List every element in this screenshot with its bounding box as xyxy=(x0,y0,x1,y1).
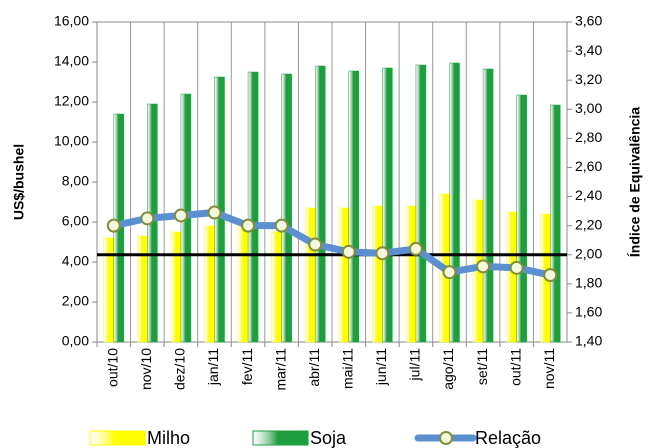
bar xyxy=(516,94,527,343)
y-tick-label: 14,00 xyxy=(54,53,89,69)
line-marker xyxy=(375,246,390,261)
y-tick-label: 12,00 xyxy=(54,93,89,109)
y2-tick-label: 3,40 xyxy=(575,42,602,58)
y2-tick-label: 1,80 xyxy=(575,275,602,291)
x-tick-label: mai/11 xyxy=(339,348,355,389)
bar xyxy=(137,235,148,343)
y-tick-label: 0,00 xyxy=(62,333,89,349)
bar xyxy=(247,71,259,343)
y-axis-title: US$/bushel xyxy=(11,144,27,220)
bar xyxy=(237,223,249,343)
line-marker xyxy=(509,260,524,275)
y2-tick-label: 2,20 xyxy=(575,216,602,232)
legend-swatch xyxy=(89,430,146,446)
x-tick-label: abr/11 xyxy=(306,348,322,387)
line-marker xyxy=(140,211,155,226)
y-tick-label: 8,00 xyxy=(62,173,89,189)
bar xyxy=(405,205,417,343)
y-tick-label: 4,00 xyxy=(62,253,89,269)
bar xyxy=(415,64,427,343)
line-marker xyxy=(274,218,289,233)
legend-label: Soja xyxy=(310,428,347,448)
x-tick-label: nov/10 xyxy=(138,348,154,390)
x-tick-label: ago/11 xyxy=(440,348,456,390)
y2-axis-title: Índice de Equivalência xyxy=(627,107,643,257)
line-marker xyxy=(308,237,323,252)
x-tick-label: set/11 xyxy=(474,348,490,385)
y2-tick-label: 3,60 xyxy=(575,13,602,29)
x-tick-label: jul/11 xyxy=(407,348,423,382)
y2-tick-label: 3,00 xyxy=(575,100,602,116)
bar xyxy=(506,211,517,343)
x-tick-label: mar/11 xyxy=(272,348,288,391)
x-tick-label: out/11 xyxy=(507,348,523,386)
bar xyxy=(314,65,326,343)
y2-tick-label: 2,60 xyxy=(575,158,602,174)
y2-tick-label: 2,80 xyxy=(575,129,602,145)
bar xyxy=(372,205,383,343)
bar xyxy=(304,207,316,343)
bar xyxy=(482,68,494,343)
y2-tick-label: 2,40 xyxy=(575,187,602,203)
x-tick-label: jun/11 xyxy=(373,348,389,386)
y2-tick-label: 2,00 xyxy=(575,245,602,261)
line-marker xyxy=(408,241,423,256)
x-tick-label: dez/10 xyxy=(172,348,188,390)
legend-label: Relação xyxy=(475,428,541,448)
bar xyxy=(449,62,460,343)
line-marker xyxy=(341,244,356,259)
y-tick-label: 6,00 xyxy=(62,213,89,229)
line-marker xyxy=(106,218,121,233)
x-tick-label: jan/11 xyxy=(205,348,221,386)
y-tick-label: 2,00 xyxy=(62,293,89,309)
y-tick-label: 10,00 xyxy=(54,133,89,149)
line-marker xyxy=(241,218,256,233)
legend-marker xyxy=(439,431,453,445)
y2-tick-label: 3,20 xyxy=(575,71,602,87)
bar xyxy=(549,104,561,343)
x-tick-label: out/10 xyxy=(104,348,120,387)
bar xyxy=(338,207,350,343)
bar xyxy=(382,67,393,343)
y-tick-label: 16,00 xyxy=(54,13,89,29)
line-marker xyxy=(173,208,188,223)
bar xyxy=(204,225,215,343)
line-marker xyxy=(207,205,222,220)
x-tick-label: fev/11 xyxy=(239,348,255,385)
bar xyxy=(281,73,292,343)
y2-tick-label: 1,60 xyxy=(575,304,602,320)
bar xyxy=(170,231,182,343)
line-marker xyxy=(476,259,491,274)
bar xyxy=(348,70,360,343)
y2-tick-label: 1,40 xyxy=(575,333,602,349)
legend-swatch xyxy=(252,430,309,446)
line-marker xyxy=(442,265,457,280)
x-tick-label: nov/11 xyxy=(541,348,557,389)
line-marker xyxy=(543,268,558,283)
bar xyxy=(271,231,282,343)
legend-label: Milho xyxy=(147,428,190,448)
